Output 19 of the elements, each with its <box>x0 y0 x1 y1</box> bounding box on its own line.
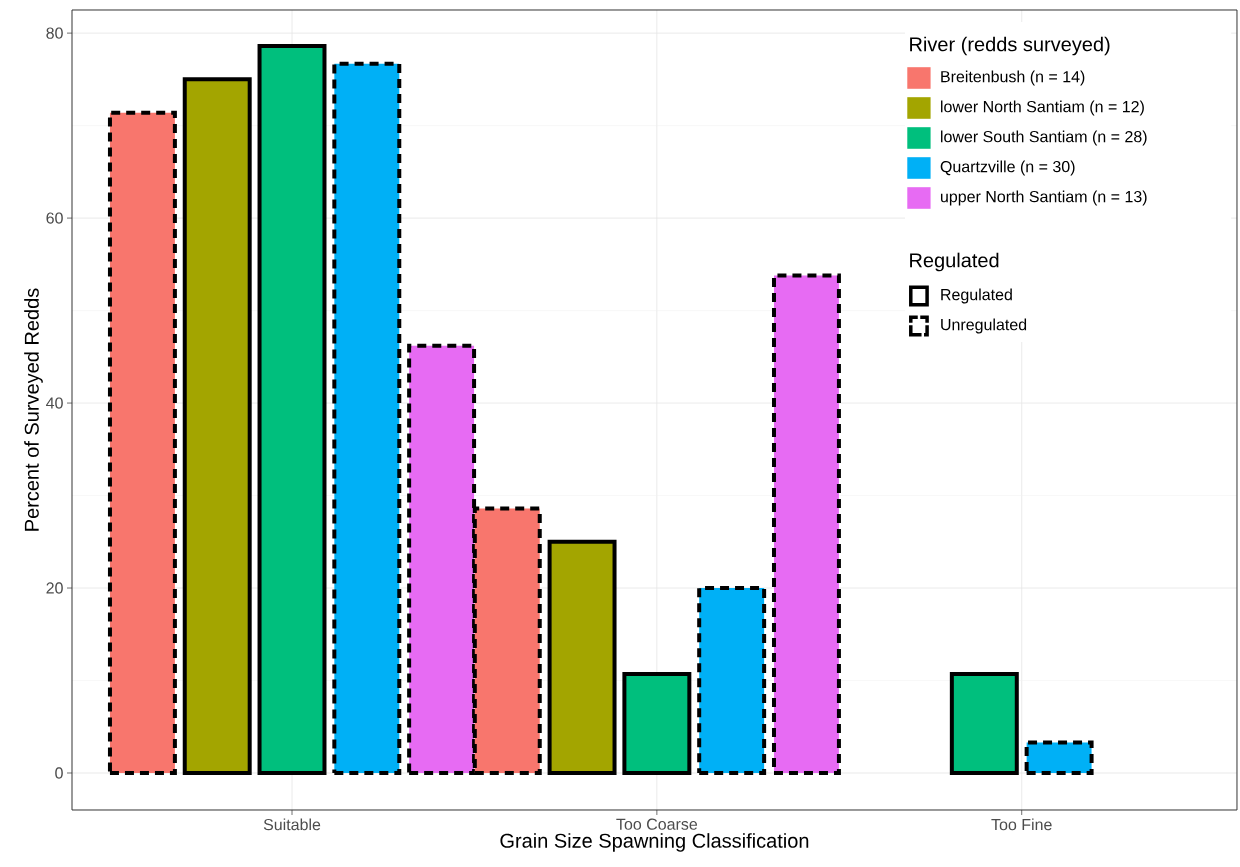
x-tick-label: Too Coarse <box>616 818 698 830</box>
x-axis-title: Grain Size Spawning Classification <box>500 833 809 852</box>
legend-label: lower North Santiam (n = 12) <box>941 100 1144 116</box>
x-tick-label: Suitable <box>263 818 321 831</box>
x-tick-label: Too Fine <box>991 818 1052 831</box>
y-tick-label: 40 <box>46 397 63 409</box>
annotation: Unregulated <box>941 318 1027 334</box>
legend-title: River (redds surveyed) <box>910 36 1110 56</box>
legend-label: Breitenbush (n = 14) <box>941 70 1085 86</box>
annotation: Regulated <box>941 288 1012 304</box>
legend-label: upper North Santiam (n = 13) <box>940 190 1147 206</box>
y-axis-title: Percent of Surveyed Redds <box>24 288 43 531</box>
y-tick-label: 60 <box>46 212 63 224</box>
annotation: Regulated <box>910 252 999 272</box>
y-tick-label: 80 <box>46 27 63 39</box>
y-tick-label: 20 <box>46 582 63 594</box>
legend-label: lower South Santiam (n = 28) <box>941 130 1147 146</box>
legend-label: Quartzville (n = 30) <box>940 160 1075 176</box>
y-tick-label: 0 <box>55 767 63 779</box>
